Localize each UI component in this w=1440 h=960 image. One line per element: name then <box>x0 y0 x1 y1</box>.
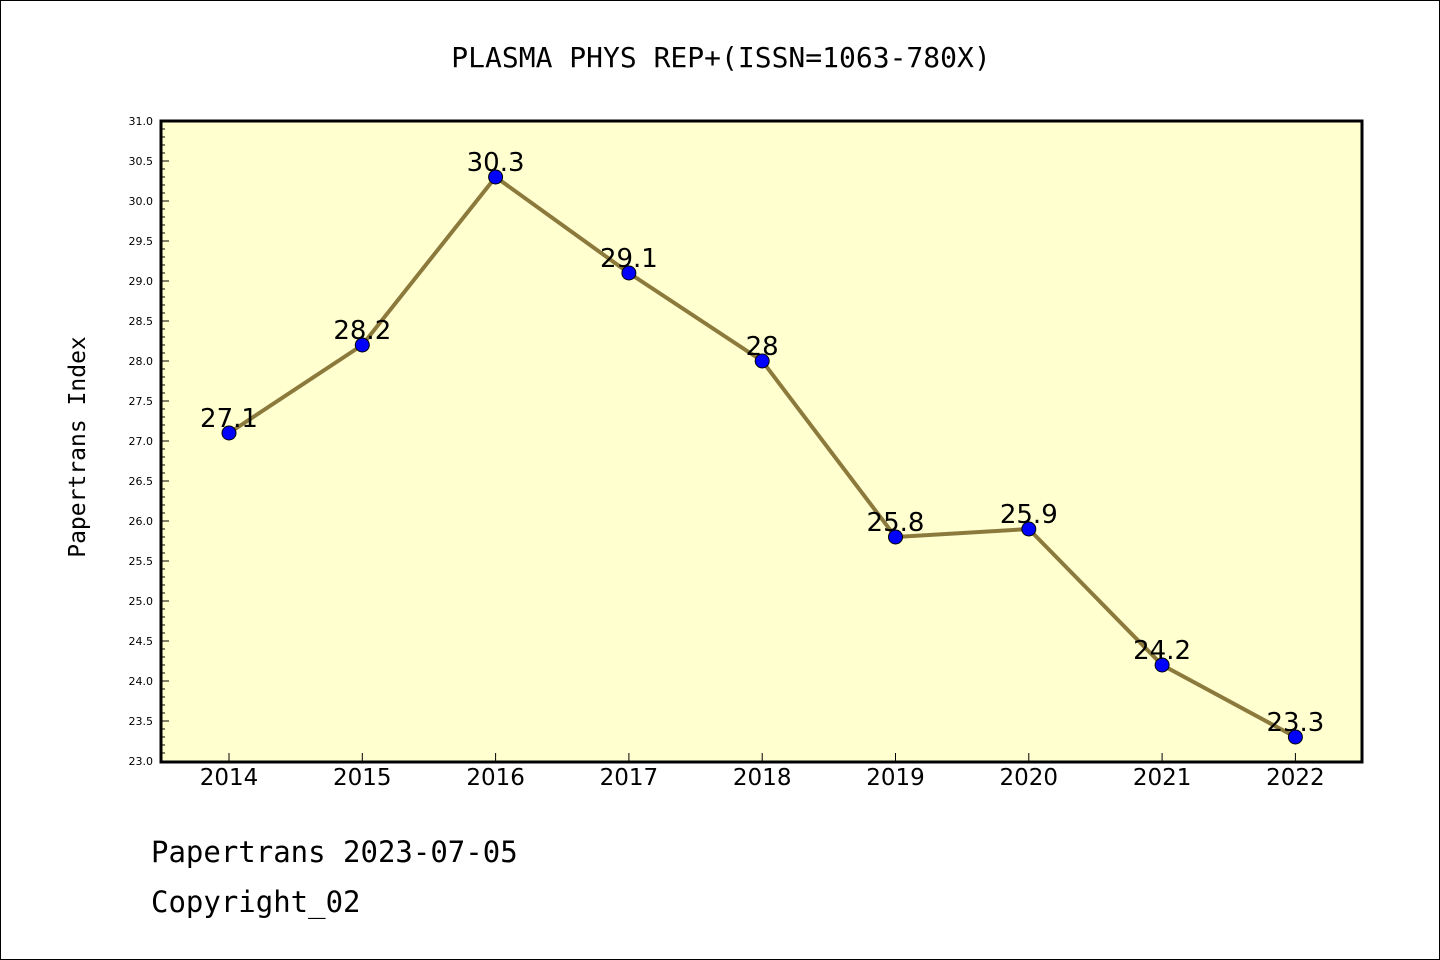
data-label: 28 <box>746 332 779 362</box>
x-tick-label: 2014 <box>200 765 259 791</box>
data-point <box>221 425 237 441</box>
y-tick-label: 23.0 <box>129 755 154 768</box>
y-tick-label: 24.0 <box>129 675 154 688</box>
chart-title: PLASMA PHYS REP+(ISSN=1063-780X) <box>451 41 990 74</box>
data-point <box>888 529 903 545</box>
y-tick-label: 23.5 <box>129 715 154 728</box>
data-labels-layer: 27.1 28.2 30.3 29.1 28 25.8 25.9 24.2 23.3 <box>200 148 1324 738</box>
data-label: 25.9 <box>1000 500 1058 530</box>
x-tick-label: 2019 <box>866 765 925 791</box>
y-tick-label: 30.5 <box>129 155 154 168</box>
y-tick-label: 27.5 <box>129 395 154 408</box>
data-label: 28.2 <box>333 316 391 346</box>
x-tick-label: 2022 <box>1266 765 1325 791</box>
footer-copyright: Copyright_02 <box>151 885 361 919</box>
y-tick-label: 30.0 <box>129 195 154 208</box>
plot-area <box>159 119 1364 764</box>
data-label: 30.3 <box>467 148 525 178</box>
y-tick-label: 29.0 <box>129 275 154 288</box>
y-tick-label: 26.5 <box>129 475 154 488</box>
y-tick-label: 29.5 <box>129 235 154 248</box>
data-point <box>1287 729 1303 745</box>
y-tick-label: 31.0 <box>129 115 154 128</box>
footer-date: Papertrans 2023-07-05 <box>151 835 518 869</box>
y-tick-label: 28.0 <box>129 355 154 368</box>
data-point <box>754 353 770 369</box>
data-label: 25.8 <box>867 508 925 538</box>
y-axis: 23.0 23.5 24.0 24.5 25.0 25.5 26.0 26.5 27.0 27.5… <box>129 115 169 768</box>
y-axis-label: Papertrans Index <box>65 336 91 558</box>
y-tick-label: 24.5 <box>129 635 154 648</box>
data-point <box>354 337 370 353</box>
data-label: 27.1 <box>200 404 258 434</box>
y-tick-label: 26.0 <box>129 515 154 528</box>
data-label: 23.3 <box>1266 708 1324 738</box>
y-tick-label: 25.0 <box>129 595 154 608</box>
x-tick-label: 2020 <box>1000 765 1059 791</box>
y-tick-label: 25.5 <box>129 555 154 568</box>
x-tick-label: 2018 <box>733 765 792 791</box>
y-tick-label: 27.0 <box>129 435 154 448</box>
series-layer <box>221 169 1303 745</box>
x-tick-label: 2017 <box>600 765 659 791</box>
data-label: 24.2 <box>1133 636 1191 666</box>
data-point <box>488 169 504 185</box>
data-label: 29.1 <box>600 244 658 274</box>
x-tick-label: 2021 <box>1133 765 1192 791</box>
x-axis: 2014 2015 2016 2017 2018 2019 2020 2021 2022 <box>200 753 1325 791</box>
data-point <box>621 265 637 281</box>
x-tick-label: 2016 <box>466 765 525 791</box>
data-point <box>1021 521 1037 537</box>
y-tick-label: 28.5 <box>129 315 154 328</box>
data-point <box>1154 657 1170 673</box>
x-tick-label: 2015 <box>333 765 392 791</box>
